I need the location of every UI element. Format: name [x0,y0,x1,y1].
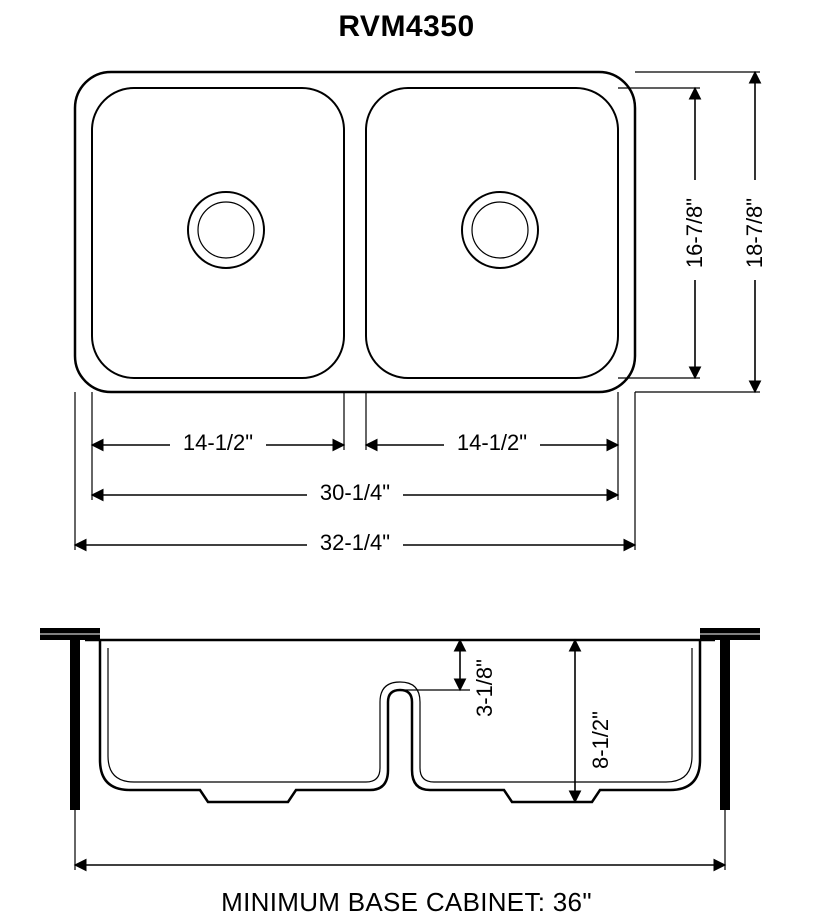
top-view [75,72,635,392]
dim-bowl-right-label: 14-1/2" [457,430,527,455]
side-view: 3-1/8" 8-1/2" [40,628,760,870]
dim-bowl-left-label: 14-1/2" [183,430,253,455]
dim-divider-depth-label: 3-1/8" [472,659,497,717]
left-drain [188,192,264,268]
dim-total-depth: 8-1/2" [550,640,613,802]
witness-lines-top [75,392,635,550]
dim-outer-width: 32-1/4" [75,528,635,556]
model-title: RVM4350 [0,10,813,44]
footer-text: MINIMUM BASE CABINET: 36" [0,887,813,918]
cabinet-side-left [70,640,80,810]
dim-total-depth-label: 8-1/2" [588,711,613,769]
dim-bowl-right: 14-1/2" [366,428,618,456]
dim-outer-height-label: 18-7/8" [742,198,767,268]
dim-inner-height-label: 16-7/8" [682,198,707,268]
dim-outer-width-label: 32-1/4" [320,530,390,555]
dim-bowl-left: 14-1/2" [92,428,344,456]
right-bowl [366,88,618,378]
dim-inner-width: 30-1/4" [92,478,618,506]
counter-hatch-right [700,628,760,640]
dim-inner-width-label: 30-1/4" [320,480,390,505]
dim-outer-height: 18-7/8" [741,72,769,392]
counter-hatch-left [40,628,100,640]
diagram-stage: RVM4350 [0,0,813,924]
dim-inner-height: 16-7/8" [681,88,709,378]
outer-flange [75,72,635,392]
cabinet-side-right [720,640,730,810]
dim-divider-depth: 3-1/8" [400,640,497,717]
right-drain [462,192,538,268]
left-bowl [92,88,344,378]
dim-cabinet-width [75,810,725,870]
diagram-svg: 14-1/2" 14-1/2" 30-1/4" 32-1/4" [0,0,813,924]
